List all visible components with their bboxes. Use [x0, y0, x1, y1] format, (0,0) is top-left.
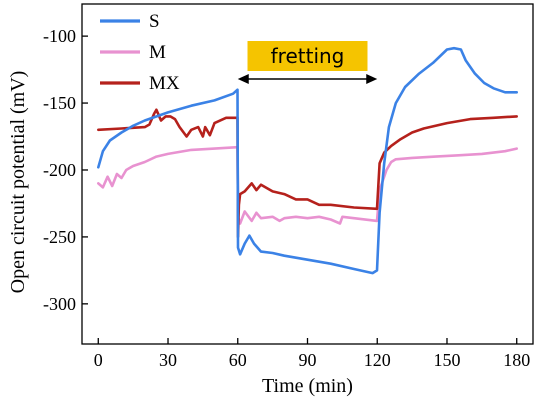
y-tick-label: -300	[43, 294, 76, 314]
fretting-box	[247, 41, 368, 71]
plot-series	[97, 46, 519, 275]
legend-label-m: M	[149, 42, 166, 63]
y-tick-label: -200	[43, 160, 76, 180]
series-line-s	[97, 46, 519, 275]
y-tick-label: -150	[43, 93, 76, 113]
series-line-m	[97, 145, 519, 225]
fretting-annotation: fretting	[237, 41, 378, 84]
fretting-arrow-head-right	[366, 74, 378, 84]
x-tick-label: 180	[503, 350, 530, 370]
x-tick-label: 0	[94, 350, 103, 370]
legend: SM MX	[100, 11, 180, 94]
y-tick-label: -100	[43, 26, 76, 46]
axis-ticks: 0 30 60 90 120 150 180 -300 -250 -200 -150 -100	[43, 26, 530, 370]
y-axis-label: Open circuit potential (mV)	[7, 71, 29, 294]
legend-label-s: S	[149, 11, 160, 32]
legend-label-mx: MX	[149, 73, 180, 94]
fretting-arrow-head-left	[237, 74, 249, 84]
x-tick-label: 30	[159, 350, 177, 370]
fretting-label: fretting	[271, 44, 345, 68]
x-tick-label: 90	[299, 350, 317, 370]
x-tick-label: 60	[229, 350, 247, 370]
series-line-mx	[97, 108, 519, 239]
y-tick-label: -250	[43, 227, 76, 247]
x-tick-label: 120	[364, 350, 391, 370]
x-axis-label: Time (min)	[262, 375, 353, 397]
x-tick-label: 150	[433, 350, 460, 370]
